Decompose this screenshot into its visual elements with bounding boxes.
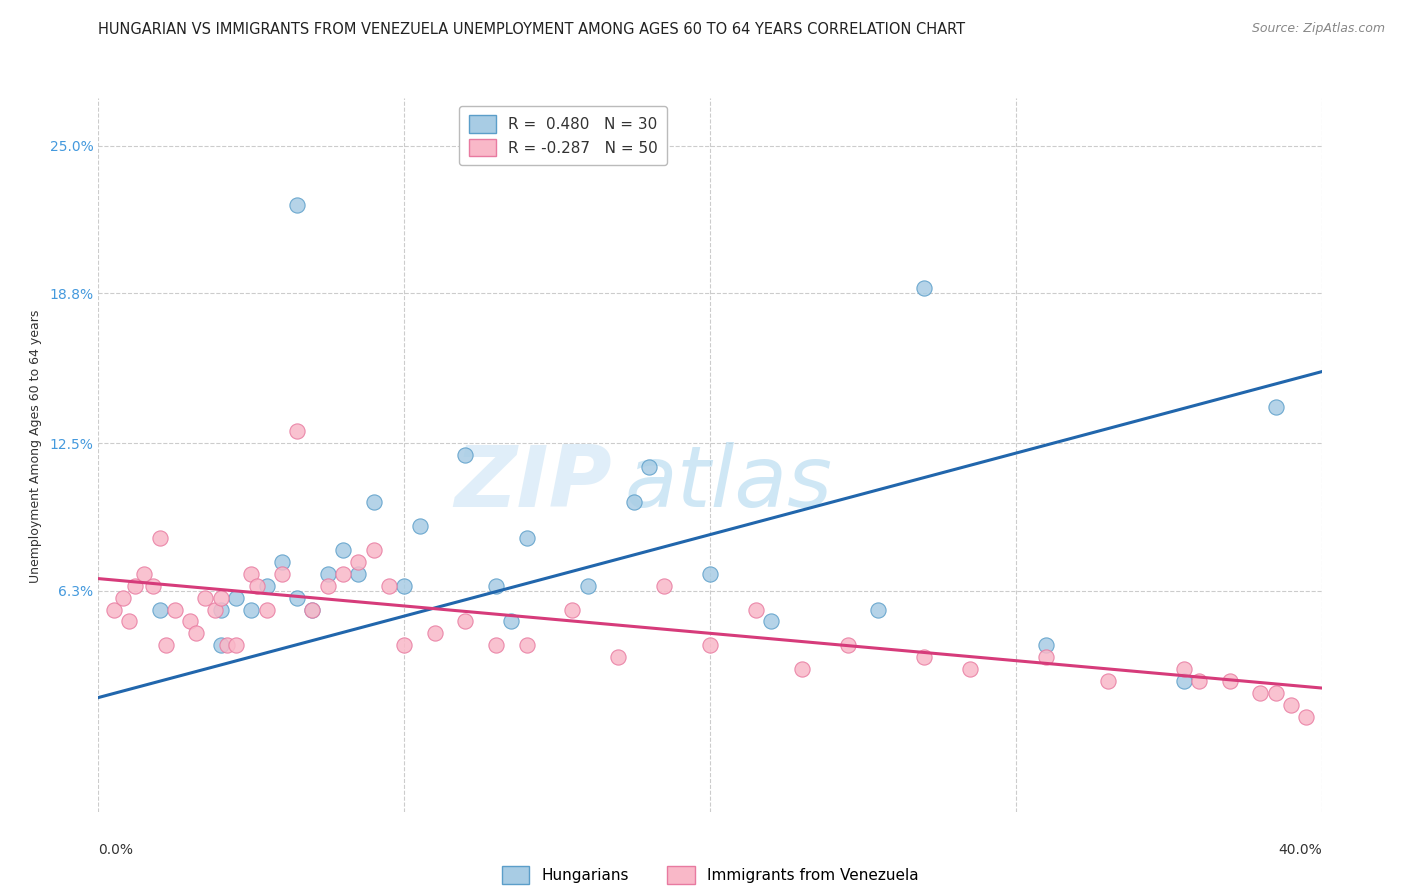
Text: atlas: atlas	[624, 442, 832, 525]
Point	[118, 615, 141, 629]
Point	[301, 602, 323, 616]
Point	[1249, 686, 1271, 700]
Point	[485, 579, 508, 593]
Point	[485, 638, 508, 652]
Point	[347, 566, 370, 581]
Point	[561, 602, 583, 616]
Point	[392, 638, 416, 652]
Point	[837, 638, 859, 652]
Point	[516, 531, 538, 545]
Point	[209, 638, 232, 652]
Point	[186, 626, 208, 640]
Point	[1295, 709, 1317, 723]
Point	[209, 602, 232, 616]
Point	[745, 602, 768, 616]
Point	[270, 566, 292, 581]
Point	[155, 638, 177, 652]
Point	[454, 615, 477, 629]
Point	[699, 638, 721, 652]
Point	[1097, 673, 1119, 688]
Point	[103, 602, 125, 616]
Point	[285, 424, 308, 438]
Point	[225, 591, 247, 605]
Point	[959, 662, 981, 676]
Point	[256, 579, 278, 593]
Point	[316, 566, 339, 581]
Point	[332, 566, 354, 581]
Point	[1035, 650, 1057, 665]
Point	[392, 579, 416, 593]
Point	[912, 650, 935, 665]
Point	[179, 615, 201, 629]
Point	[699, 566, 721, 581]
Point	[285, 198, 308, 212]
Point	[225, 638, 247, 652]
Point	[240, 602, 263, 616]
Point	[363, 543, 385, 558]
Point	[652, 579, 675, 593]
Point	[363, 495, 385, 509]
Point	[204, 602, 226, 616]
Point	[332, 543, 354, 558]
Point	[149, 531, 172, 545]
Point	[912, 281, 935, 295]
Point	[1264, 686, 1286, 700]
Point	[1264, 401, 1286, 415]
Point	[316, 579, 339, 593]
Point	[270, 555, 292, 569]
Point	[1173, 662, 1195, 676]
Point	[1219, 673, 1241, 688]
Point	[134, 566, 156, 581]
Point	[790, 662, 813, 676]
Point	[576, 579, 599, 593]
Point	[637, 459, 661, 474]
Text: 40.0%: 40.0%	[1278, 843, 1322, 857]
Point	[1188, 673, 1211, 688]
Text: HUNGARIAN VS IMMIGRANTS FROM VENEZUELA UNEMPLOYMENT AMONG AGES 60 TO 64 YEARS CO: HUNGARIAN VS IMMIGRANTS FROM VENEZUELA U…	[98, 22, 966, 37]
Point	[408, 519, 430, 533]
Point	[378, 579, 401, 593]
Point	[215, 638, 238, 652]
Point	[1035, 638, 1057, 652]
Point	[623, 495, 645, 509]
Text: ZIP: ZIP	[454, 442, 612, 525]
Text: 0.0%: 0.0%	[98, 843, 134, 857]
Point	[1173, 673, 1195, 688]
Point	[246, 579, 269, 593]
Point	[347, 555, 370, 569]
Point	[423, 626, 446, 640]
Point	[285, 591, 308, 605]
Point	[149, 602, 172, 616]
Point	[607, 650, 630, 665]
Point	[256, 602, 278, 616]
Point	[501, 615, 523, 629]
Text: Unemployment Among Ages 60 to 64 years: Unemployment Among Ages 60 to 64 years	[28, 310, 42, 582]
Point	[301, 602, 323, 616]
Point	[240, 566, 263, 581]
Text: Source: ZipAtlas.com: Source: ZipAtlas.com	[1251, 22, 1385, 36]
Point	[163, 602, 186, 616]
Point	[194, 591, 217, 605]
Point	[516, 638, 538, 652]
Point	[111, 591, 134, 605]
Point	[124, 579, 146, 593]
Point	[209, 591, 232, 605]
Point	[868, 602, 890, 616]
Point	[454, 448, 477, 462]
Point	[759, 615, 782, 629]
Point	[1279, 698, 1302, 712]
Legend: Hungarians, Immigrants from Venezuela: Hungarians, Immigrants from Venezuela	[495, 860, 925, 889]
Point	[142, 579, 165, 593]
